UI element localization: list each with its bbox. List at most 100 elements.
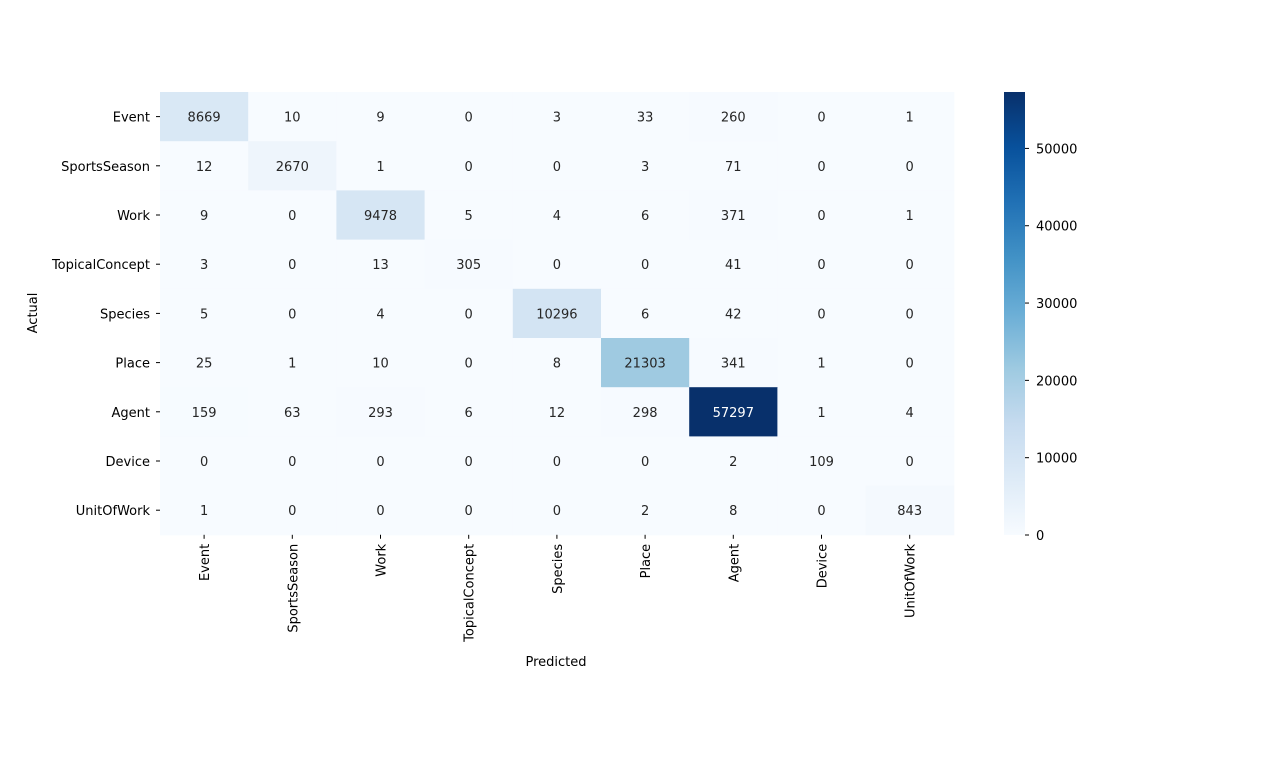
- cell-value-label: 41: [725, 258, 742, 273]
- x-axis-ticks: Event SportsSeason Work TopicalConcept Speci…: [198, 534, 919, 643]
- heatmap-cell: [689, 485, 778, 536]
- heatmap-cell: [512, 338, 602, 388]
- heatmap-cell: [424, 288, 514, 339]
- cell-value-label: 12: [196, 160, 213, 175]
- heatmap-cell: [424, 141, 514, 191]
- heatmap-cell: [336, 190, 426, 241]
- heatmap-cells: [160, 92, 955, 536]
- heatmap-cell: [865, 338, 955, 388]
- cell-value-label: 1: [288, 357, 296, 372]
- heatmap-cell: [777, 239, 867, 290]
- heatmap-cell: [601, 485, 690, 536]
- cell-value-label: 0: [906, 455, 914, 470]
- y-tick-label: SportsSeason: [61, 160, 150, 175]
- y-tick-label: Device: [106, 455, 150, 470]
- cell-value-label: 21303: [624, 357, 665, 372]
- heatmap-cell: [601, 190, 690, 241]
- heatmap-cell: [689, 436, 778, 487]
- cell-value-label: 71: [725, 160, 742, 175]
- heatmap-cell: [248, 436, 337, 487]
- colorbar-tick-label: 50000: [1036, 142, 1077, 157]
- heatmap-cell: [689, 387, 778, 437]
- cell-value-label: 1: [906, 209, 914, 224]
- cell-value-label: 3: [553, 111, 561, 126]
- cell-value-label: 1: [906, 111, 914, 126]
- cell-value-label: 0: [641, 258, 649, 273]
- y-tick-label: TopicalConcept: [51, 258, 150, 273]
- cell-value-label: 1: [376, 160, 384, 175]
- x-tick-label: Device: [816, 544, 831, 588]
- heatmap-cell: [512, 485, 602, 536]
- heatmap-cell: [512, 387, 602, 437]
- heatmap-cell: [160, 387, 249, 437]
- cell-value-label: 0: [465, 111, 473, 126]
- heatmap-cell: [777, 92, 867, 142]
- colorbar-tick-label: 10000: [1036, 452, 1077, 467]
- heatmap-cell: [865, 436, 955, 487]
- cell-value-label: 0: [906, 357, 914, 372]
- cell-value-label: 1: [817, 406, 825, 421]
- cell-value-label: 0: [288, 504, 296, 519]
- cell-value-label: 9: [200, 209, 208, 224]
- y-tick-label: Species: [100, 307, 150, 322]
- cell-value-label: 0: [817, 111, 825, 126]
- heatmap-cell: [777, 436, 867, 487]
- cell-value-label: 0: [465, 455, 473, 470]
- cell-value-label: 2: [729, 455, 737, 470]
- heatmap-cell: [160, 239, 249, 290]
- heatmap-cell: [601, 436, 690, 487]
- heatmap-cell: [336, 387, 426, 437]
- cell-value-label: 843: [897, 504, 922, 519]
- cell-value-label: 0: [465, 160, 473, 175]
- cell-value-label: 42: [725, 307, 742, 322]
- heatmap-cell: [689, 239, 778, 290]
- cell-value-label: 0: [288, 258, 296, 273]
- cell-value-label: 13: [372, 258, 389, 273]
- cell-value-label: 2670: [276, 160, 309, 175]
- cell-value-label: 2: [641, 504, 649, 519]
- cell-value-label: 0: [465, 307, 473, 322]
- heatmap-cell: [777, 288, 867, 339]
- colorbar-tick-label: 20000: [1036, 374, 1077, 389]
- cell-value-label: 0: [288, 209, 296, 224]
- heatmap-cell: [601, 387, 690, 437]
- cell-value-label: 4: [906, 406, 914, 421]
- heatmap-cell: [865, 485, 955, 536]
- x-tick-label: SportsSeason: [286, 544, 301, 633]
- y-tick-label: Agent: [112, 406, 150, 421]
- heatmap-cell: [248, 190, 337, 241]
- x-tick-label: Work: [375, 543, 390, 576]
- x-tick-label: Place: [639, 544, 654, 579]
- cell-value-label: 10: [284, 111, 301, 126]
- cell-value-label: 0: [200, 455, 208, 470]
- colorbar-ticks: 0 10000 20000 30000 40000 50000: [1025, 142, 1077, 544]
- cell-value-label: 371: [721, 209, 746, 224]
- cell-value-label: 57297: [713, 406, 754, 421]
- y-tick-label: Place: [115, 357, 150, 372]
- heatmap-cell: [160, 485, 249, 536]
- heatmap-cell: [865, 239, 955, 290]
- heatmap-cell: [248, 338, 337, 388]
- cell-value-label: 0: [906, 160, 914, 175]
- y-tick-label: Event: [113, 111, 150, 126]
- cell-value-label: 0: [817, 504, 825, 519]
- heatmap-cell: [424, 338, 514, 388]
- cell-value-label: 0: [906, 307, 914, 322]
- cell-value-label: 0: [376, 504, 384, 519]
- x-tick-label: Event: [198, 544, 213, 581]
- cell-value-label: 0: [465, 504, 473, 519]
- heatmap-cell: [248, 485, 337, 536]
- colorbar: [1004, 92, 1025, 535]
- cell-value-label: 0: [906, 258, 914, 273]
- cell-value-label: 0: [817, 160, 825, 175]
- cell-value-label: 10296: [536, 307, 577, 322]
- heatmap-cell: [601, 141, 690, 191]
- cell-value-label: 0: [553, 160, 561, 175]
- heatmap-cell: [777, 485, 867, 536]
- colorbar-tick-label: 0: [1036, 529, 1044, 544]
- cell-value-label: 12: [549, 406, 566, 421]
- heatmap-cell: [512, 288, 602, 339]
- heatmap-cell: [160, 288, 249, 339]
- y-axis-label: Actual: [26, 293, 41, 334]
- cell-value-label: 0: [817, 209, 825, 224]
